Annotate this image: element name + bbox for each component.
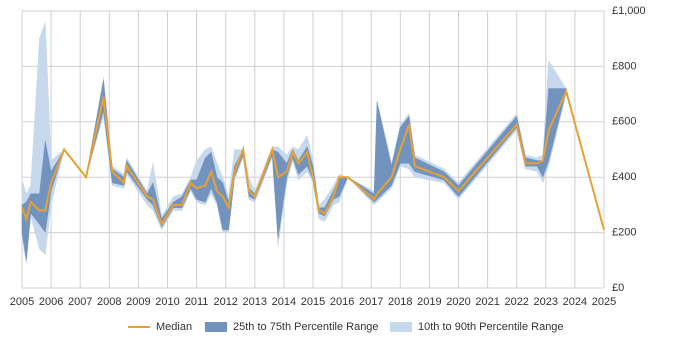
y-tick-label: £800 <box>612 60 636 72</box>
x-tick-label: 2008 <box>97 296 121 308</box>
x-tick-label: 2018 <box>388 296 412 308</box>
x-tick-label: 2021 <box>475 296 499 308</box>
x-tick-label: 2020 <box>446 296 470 308</box>
x-tick-label: 2015 <box>301 296 325 308</box>
x-tick-label: 2006 <box>39 296 63 308</box>
y-tick-label: £0 <box>612 282 624 294</box>
x-tick-label: 2005 <box>10 296 34 308</box>
median-line <box>21 88 605 231</box>
x-tick-label: 2013 <box>243 296 267 308</box>
y-tick-label: £600 <box>612 116 636 128</box>
legend-swatch <box>205 322 227 332</box>
x-tick-label: 2010 <box>155 296 179 308</box>
legend-label: 10th to 90th Percentile Range <box>418 321 564 333</box>
legend-swatch <box>390 322 412 332</box>
x-tick-label: 2011 <box>185 296 209 308</box>
x-tick-label: 2019 <box>417 296 441 308</box>
x-tick-label: 2025 <box>592 296 616 308</box>
y-tick-label: £200 <box>612 227 636 239</box>
x-tick-label: 2022 <box>504 296 528 308</box>
x-tick-label: 2009 <box>126 296 150 308</box>
x-tick-label: 2016 <box>330 296 354 308</box>
legend-label: 25th to 75th Percentile Range <box>233 321 379 333</box>
x-tick-label: 2014 <box>272 296 296 308</box>
x-tick-label: 2007 <box>68 296 92 308</box>
legend-label: Median <box>156 321 192 333</box>
y-tick-label: £1,000 <box>612 5 646 17</box>
x-tick-label: 2012 <box>213 296 237 308</box>
x-tick-label: 2024 <box>563 296 587 308</box>
y-tick-label: £400 <box>612 171 636 183</box>
x-tick-label: 2017 <box>359 296 383 308</box>
x-tick-label: 2023 <box>534 296 558 308</box>
